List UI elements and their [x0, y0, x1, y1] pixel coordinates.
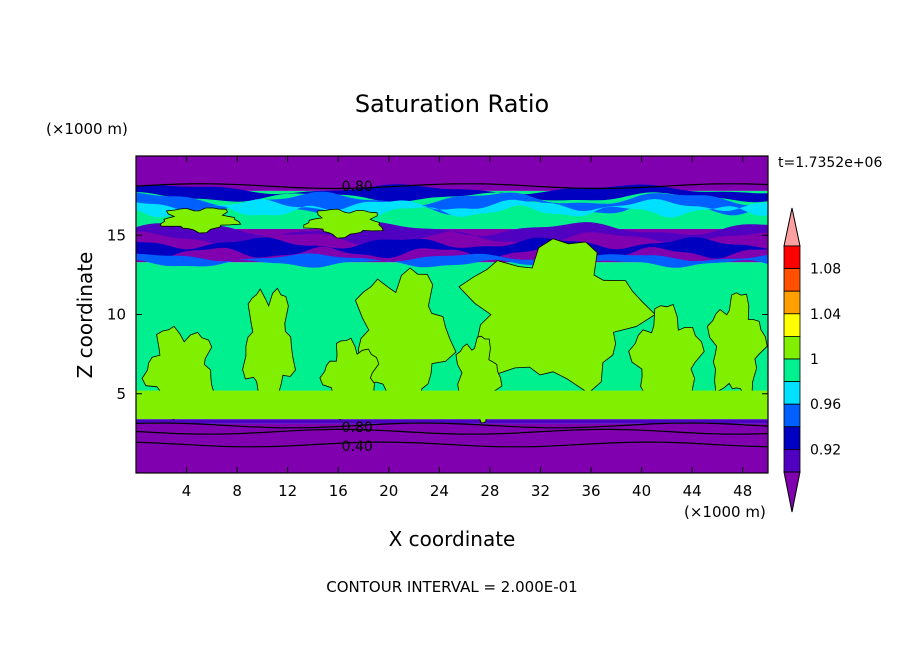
colorbar-top-arrow: [783, 207, 801, 247]
contour-line-0: [136, 183, 768, 190]
x-unit-label: (×1000 m): [684, 503, 766, 521]
saturation-field: [136, 156, 768, 473]
x-tick-label-36: 36: [581, 482, 600, 500]
mid-indigo-layer: [136, 221, 768, 246]
contour-line-1: [136, 422, 768, 429]
colorbar-box-7: [783, 403, 801, 428]
cloud-blob-9: [160, 207, 242, 234]
cloud-blob-1: [458, 238, 656, 394]
x-tick-label-4: 4: [182, 482, 192, 500]
y-tick-label-5: 5: [116, 385, 126, 403]
x-tick-label-32: 32: [531, 482, 550, 500]
x-tick-label-40: 40: [632, 482, 651, 500]
x-tick-label-24: 24: [430, 482, 449, 500]
cloud-blob-10: [303, 208, 384, 239]
time-label: t=1.7352e+06: [778, 155, 882, 171]
contour-line-3: [136, 428, 768, 435]
field-band-1: [136, 419, 768, 424]
x-tick-label-20: 20: [379, 482, 398, 500]
colorbar-box-8: [783, 426, 801, 450]
low-cloud-layer: [136, 390, 768, 420]
y-unit-label: (×1000 m): [46, 120, 128, 138]
contour-line-2: [136, 441, 768, 448]
contour-interval-note: CONTOUR INTERVAL = 2.000E-01: [326, 578, 577, 596]
colorbar-box-9: [783, 448, 801, 473]
x-tick-label-44: 44: [683, 482, 702, 500]
colorbar-label-1: 1: [810, 352, 819, 368]
colorbar-box-3: [783, 313, 801, 337]
colorbar-label-1.04: 1.04: [810, 307, 841, 323]
contour-label-2: 0.40: [342, 439, 373, 455]
colorbar-box-2: [783, 290, 801, 315]
colorbar-box-6: [783, 381, 801, 405]
x-axis-label: X coordinate: [389, 527, 516, 551]
x-tick-label-16: 16: [329, 482, 348, 500]
x-tick-label-28: 28: [480, 482, 499, 500]
y-axis: 5 10 15: [107, 226, 768, 403]
x-tick-label-48: 48: [733, 482, 752, 500]
upper-cyan-layer: [136, 199, 768, 218]
chart-title: Saturation Ratio: [355, 90, 549, 118]
colorbar-box-5: [783, 358, 801, 383]
colorbar-label-1.08: 1.08: [810, 262, 841, 278]
y-axis-label: Z coordinate: [73, 252, 97, 379]
y-tick-label-10: 10: [107, 306, 126, 324]
colorbar-label-0.92: 0.92: [810, 442, 841, 458]
upper-blue-layer: [136, 191, 768, 216]
mid-blue-layer: [136, 253, 768, 268]
mid-dark-blue-layer: [136, 237, 768, 259]
x-tick-label-8: 8: [232, 482, 242, 500]
colorbar-box-1: [783, 268, 801, 292]
colorbar-bottom-arrow: [783, 471, 801, 513]
colorbar-box-4: [783, 335, 801, 360]
colorbar: 0.92 0.96 1 1.04 1.08: [783, 207, 841, 513]
cloud-blob-2: [354, 267, 457, 419]
y-tick-label-15: 15: [107, 226, 126, 244]
colorbar-box-0: [783, 245, 801, 270]
contour-label-1: 0.80: [342, 420, 373, 436]
x-axis: 4 8 12 16 20 24 28 32 36 40 44 48: [182, 156, 752, 500]
colorbar-label-0.96: 0.96: [810, 397, 841, 413]
field-band-0: [136, 423, 768, 473]
x-tick-label-12: 12: [278, 482, 297, 500]
contour-label-0: 0.80: [342, 179, 373, 195]
